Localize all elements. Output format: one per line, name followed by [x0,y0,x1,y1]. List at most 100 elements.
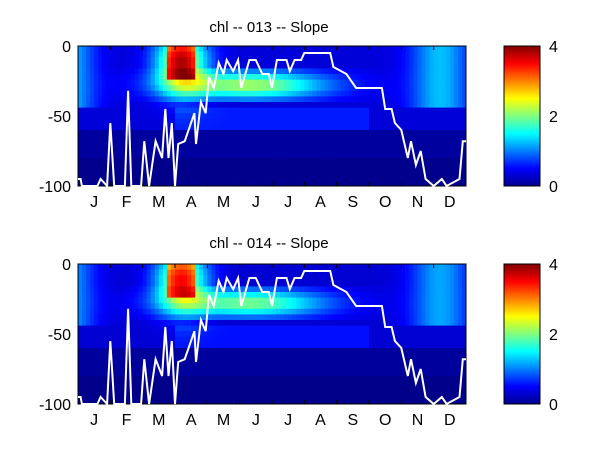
heatmap-cell [433,348,439,354]
heatmap-cell [364,336,370,343]
heatmap-cell [203,79,208,86]
heatmap-cell [126,174,131,181]
heatmap-cell [215,130,220,136]
heatmap-cell [457,135,463,142]
heatmap-cell [142,292,148,298]
heatmap-cell [122,62,127,69]
heatmap-cell [292,325,297,332]
heatmap-cell [122,124,127,131]
heatmap-cell [417,169,422,176]
heatmap-cell [82,85,87,92]
heatmap-cell [154,62,160,69]
heatmap-cell [78,325,83,332]
heatmap-cell [360,331,366,338]
heatmap-cell [223,79,228,86]
heatmap-cell [251,163,257,170]
heatmap-cell [461,353,467,360]
heatmap-cell [183,102,188,108]
heatmap-cell [138,387,144,394]
heatmap-cell [110,392,115,399]
heatmap-cell [191,85,196,92]
heatmap-cell [146,342,152,349]
heatmap-cell [150,297,156,304]
heatmap-cell [292,113,297,120]
heatmap-cell [243,62,249,69]
heatmap-cell [280,280,285,287]
heatmap-cell [453,286,459,293]
heatmap-cell [259,325,265,332]
heatmap-cell [183,174,188,181]
heatmap-cell [348,280,354,287]
heatmap-cell [389,280,394,287]
heatmap-cell [332,124,338,131]
heatmap-cell [195,102,200,108]
heatmap-cell [300,118,305,125]
heatmap-cell [441,342,447,349]
heatmap-cell [231,62,237,69]
heatmap-cell [288,336,293,343]
heatmap-cell [413,269,418,276]
heatmap-cell [344,359,350,366]
heatmap-cell [369,331,374,338]
heatmap-cell [82,174,87,181]
heatmap-cell [453,118,459,125]
heatmap-cell [86,51,91,58]
heatmap-cell [82,74,87,80]
heatmap-cell [114,85,119,92]
heatmap-cell [215,113,220,120]
heatmap-cell [102,68,107,75]
heatmap-cell [377,336,382,343]
heatmap-cell [296,130,301,136]
heatmap-cell [114,342,119,349]
heatmap-cell [166,79,172,86]
heatmap-cell [417,62,422,69]
heatmap-cell [369,74,374,80]
heatmap-cell [312,342,317,349]
heatmap-cell [175,90,180,97]
heatmap-cell [203,124,208,131]
heatmap-cell [211,46,216,52]
heatmap-cell [126,269,131,276]
heatmap-cell [215,336,220,343]
heatmap-cell [385,57,390,64]
heatmap-cell [397,359,402,366]
heatmap-cell [385,353,390,360]
heatmap-cell [110,297,115,304]
heatmap-cell [320,169,325,176]
heatmap-cell [78,364,83,371]
heatmap-cell [235,74,241,80]
heatmap-cell [259,353,265,360]
heatmap-cell [413,174,418,181]
heatmap-cell [243,135,249,142]
heatmap-cell [276,320,281,326]
heatmap-cell [142,62,148,69]
heatmap-cell [328,79,334,86]
heatmap-cell [203,275,208,282]
heatmap-cell [284,130,289,136]
heatmap-cell [284,118,289,125]
heatmap-cell [417,325,422,332]
heatmap-cell [385,303,390,310]
heatmap-cell [300,336,305,343]
heatmap-cell [199,342,204,349]
heatmap-cell [413,292,418,298]
heatmap-cell [114,359,119,366]
heatmap-cell [356,280,362,287]
heatmap-cell [449,113,455,120]
heatmap-cell [377,124,382,131]
heatmap-cell [461,51,467,58]
heatmap-cell [94,62,99,69]
heatmap-cell [102,325,107,332]
heatmap-cell [231,387,237,394]
heatmap-cell [336,107,342,114]
heatmap-cell [381,325,386,332]
heatmap-cell [183,308,188,315]
heatmap-cell [195,269,200,276]
heatmap-cell [405,118,410,125]
heatmap-cell [215,364,220,371]
heatmap-cell [247,135,253,142]
heatmap-cell [284,370,289,377]
heatmap-cell [243,163,249,170]
heatmap-cell [150,342,156,349]
